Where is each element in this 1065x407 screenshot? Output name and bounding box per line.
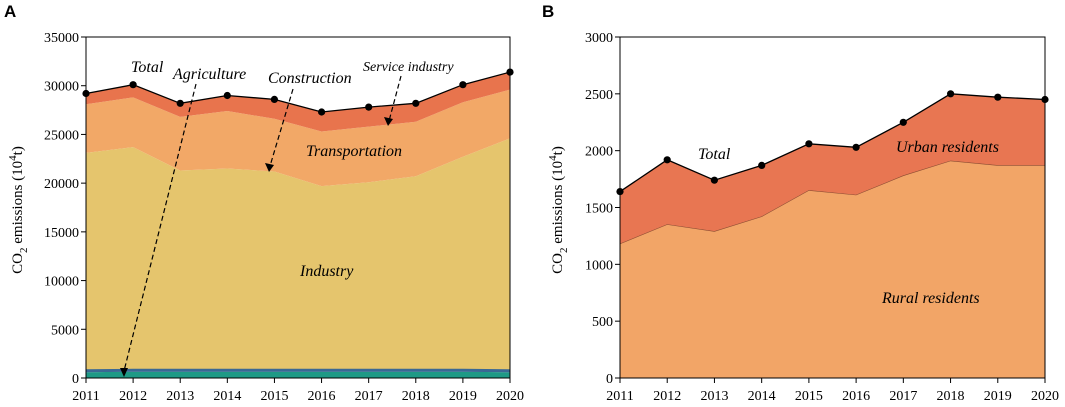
panel-a-total-point xyxy=(365,103,373,111)
panel-a-annotations: Total Agriculture Construction Service i… xyxy=(120,59,454,377)
panel-b-boundary-0 xyxy=(619,160,1045,245)
panel-a-x-tick-label: 2016 xyxy=(308,389,336,404)
panel-b-y-tick-label: 1500 xyxy=(585,202,613,217)
arrow-construction-line xyxy=(269,88,294,167)
arrow-agriculture-head xyxy=(120,368,128,377)
panel-a-total-point xyxy=(318,108,326,116)
panel-a-y-axis-title: CO2 emissions (104t) xyxy=(7,146,30,274)
panel-b-y-axis-title: CO2 emissions (104t) xyxy=(547,146,570,274)
panel-a-area-service-industry xyxy=(86,72,510,132)
annotation-urban-residents: Urban residents xyxy=(896,139,999,156)
panel-b-area-urban-residents xyxy=(620,93,1045,244)
panel-a-x-tick-label: 2015 xyxy=(260,389,288,404)
panel-a-boundary-1 xyxy=(85,368,511,373)
panel-b-total-point xyxy=(805,140,813,148)
panel-b-total-point xyxy=(899,118,907,126)
panel-b-y-tick-label: 1000 xyxy=(585,258,613,273)
annotation-transportation: Transportation xyxy=(306,143,402,160)
panel-a-x-tick-label: 2020 xyxy=(496,389,524,404)
panel-a-chart: 0 5000 10000 15000 20000 25000 30000 35000 2011 2… xyxy=(44,31,524,404)
panel-b-y-tick-label: 500 xyxy=(592,315,613,330)
panel-b-x-tick-label: 2013 xyxy=(700,389,728,404)
panel-a-x-tick-label: 2018 xyxy=(402,389,430,404)
panel-a-total-point xyxy=(459,81,467,89)
panel-b-chart: 0 500 1000 1500 2000 2500 3000 2011 2012 2013 2014… xyxy=(585,31,1059,404)
panel-b-total-point xyxy=(710,176,719,184)
panel-a-x-tick-label: 2011 xyxy=(72,389,99,404)
annotation-construction: Construction xyxy=(268,70,352,87)
panel-b-x-tick-label: 2012 xyxy=(653,389,681,404)
panel-b-x-tick-label: 2015 xyxy=(795,389,823,404)
annotation-total-b: Total xyxy=(698,146,731,163)
panel-a-x-tick-label: 2017 xyxy=(355,389,383,404)
panel-a-plot-frame xyxy=(85,36,511,379)
panel-b-y-tick-label: 3000 xyxy=(585,31,613,46)
panel-b-total-point xyxy=(852,143,860,151)
panel-a-area-agriculture xyxy=(86,371,510,378)
panel-a-x-tick-label: 2013 xyxy=(166,389,194,404)
panel-b-total-point xyxy=(758,161,766,169)
panel-b-y-tick-label: 2000 xyxy=(585,145,613,160)
panel-a-area-transportation xyxy=(86,89,510,187)
panel-b-x-tick-label: 2014 xyxy=(748,389,776,404)
arrow-construction-head xyxy=(265,163,274,172)
annotation-industry: Industry xyxy=(299,263,354,280)
panel-b-total-point xyxy=(994,93,1002,101)
panel-a-x-tick-label: 2019 xyxy=(449,389,477,404)
panel-a-y-tick-label: 0 xyxy=(72,372,79,387)
panel-a-x-tick-label: 2014 xyxy=(213,389,241,404)
annotation-agriculture: Agriculture xyxy=(172,66,246,83)
panel-b-y-tick-label: 2500 xyxy=(585,88,613,103)
panel-b-total-point xyxy=(663,156,671,164)
panel-b-total-line xyxy=(619,93,1046,193)
panel-b-x-tick-label: 2018 xyxy=(937,389,965,404)
panel-b-annotations: Total Urban residents Rural residents xyxy=(698,139,999,307)
panel-a-total-point xyxy=(129,81,137,89)
panel-b-x-tick-label: 2020 xyxy=(1031,389,1059,404)
annotation-service-industry: Service industry xyxy=(363,60,454,75)
panel-label-a: A xyxy=(4,2,16,21)
panel-a-y-tick-label: 20000 xyxy=(44,177,79,192)
panel-a-y-tick-label: 10000 xyxy=(44,275,79,290)
panel-label-b: B xyxy=(542,2,554,21)
arrow-agriculture-line xyxy=(123,83,197,372)
panel-a-total-point xyxy=(270,95,278,103)
panel-b-x-tick-label: 2019 xyxy=(984,389,1012,404)
panel-a-total-point xyxy=(412,99,420,107)
panel-a-total-point xyxy=(176,99,184,107)
panel-a-y-tick-label: 30000 xyxy=(44,80,79,95)
panel-b-x-tick-label: 2017 xyxy=(889,389,917,404)
panel-a-y-tick-label: 5000 xyxy=(51,323,79,338)
panel-a-y-tick-label: 25000 xyxy=(44,128,79,143)
panel-b-x-tick-label: 2016 xyxy=(842,389,870,404)
panel-a-total-point xyxy=(223,91,231,100)
panel-a-area-industry xyxy=(86,138,510,371)
panel-b-area-rural-residents xyxy=(620,160,1045,378)
annotation-total-a: Total xyxy=(131,59,164,76)
panel-b-x-tick-label: 2011 xyxy=(606,389,633,404)
panel-b-total-point xyxy=(947,90,955,98)
panel-b-y-tick-label: 0 xyxy=(606,372,613,387)
panel-a-x-tick-label: 2012 xyxy=(119,389,147,404)
panel-a-y-tick-label: 15000 xyxy=(44,226,79,241)
panel-a-y-tick-label: 35000 xyxy=(44,31,79,46)
panel-a-total-line xyxy=(85,71,511,113)
arrow-service-head xyxy=(384,117,393,126)
annotation-rural-residents: Rural residents xyxy=(881,290,980,307)
